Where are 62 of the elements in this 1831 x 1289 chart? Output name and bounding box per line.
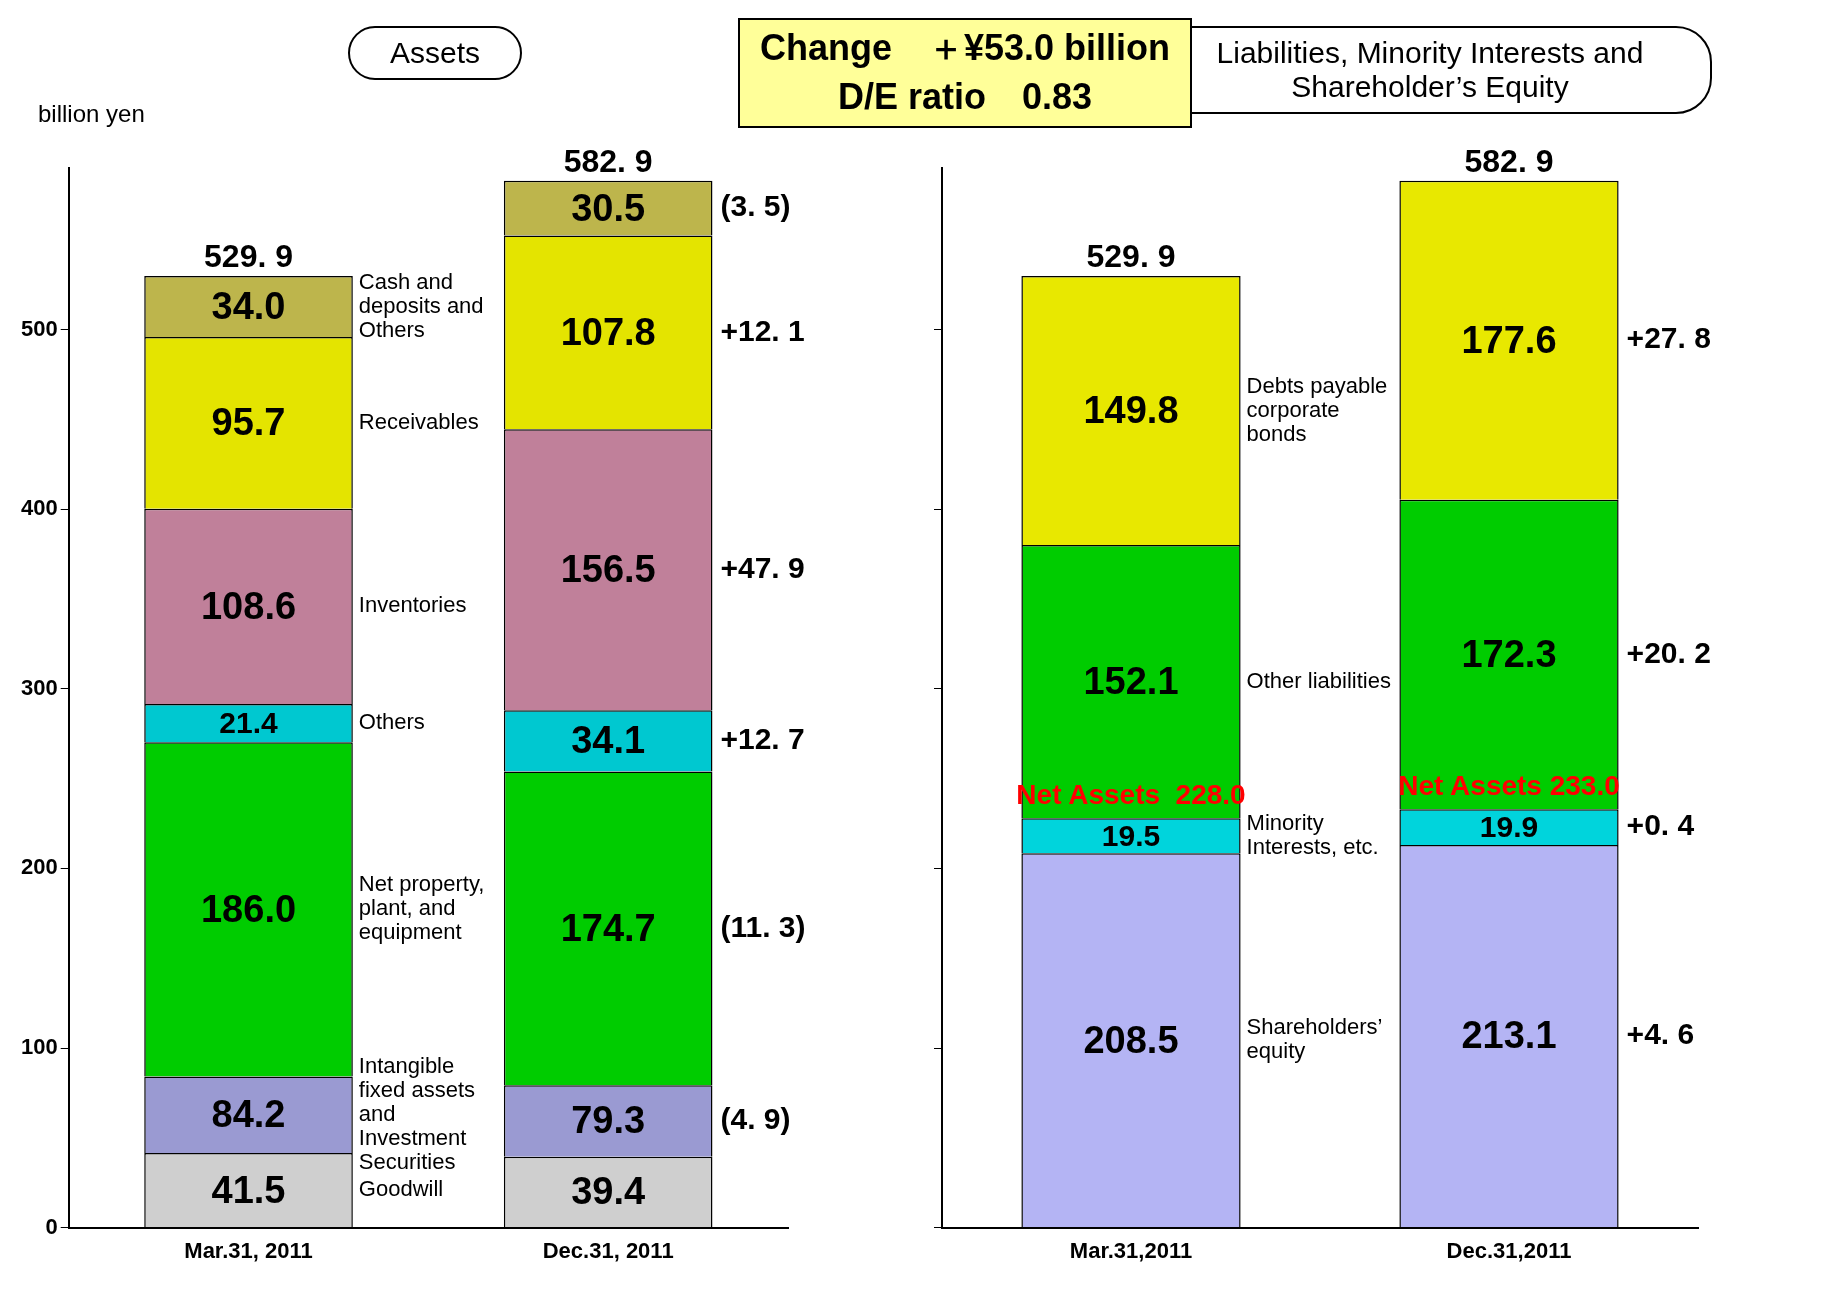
chart-title: Liabilities, Minority Interests and Shareholder’s Equity (1216, 36, 1644, 103)
data-label: 39.4 (571, 1170, 646, 1213)
y-tick-label: 400 (20, 495, 58, 521)
total-label: 529. 9 (1086, 237, 1176, 274)
data-label: 149.8 (1083, 388, 1179, 431)
data-label: 152.1 (1083, 660, 1179, 703)
data-label: 172.3 (1461, 632, 1557, 675)
x-tick-label: Mar.31,2011 (1069, 1237, 1193, 1263)
text: Change ＋¥53.0 billion (760, 26, 1171, 70)
series-label: Cash and deposits and Others (358, 268, 484, 342)
data-label: 174.7 (560, 906, 656, 949)
text: D/E ratio 0.83 (837, 75, 1094, 119)
annotation: +0. 4 (1626, 808, 1695, 842)
annotation: +12. 1 (720, 313, 805, 347)
y-tick-label: 100 (20, 1034, 58, 1060)
series-label: Other liabilities (1246, 667, 1391, 693)
series-label: Intangible fixed assets and Investment Securities (358, 1052, 475, 1174)
series-label: Goodwill (358, 1176, 444, 1202)
data-label: 19.5 (1101, 818, 1161, 852)
series-label: Net property, plant, and equipment (358, 871, 485, 945)
data-label: 95.7 (211, 401, 286, 444)
x-tick-label: Mar.31, 2011 (184, 1237, 313, 1263)
annotation: 84.2 (211, 1093, 286, 1136)
data-label: 34.0 (211, 284, 286, 327)
total-label: 529. 9 (204, 237, 294, 274)
data-label: 208.5 (1083, 1018, 1179, 1061)
y-tick-label: 500 (20, 315, 58, 341)
annotation: +47. 9 (720, 550, 805, 584)
data-label: 30.5 (571, 186, 646, 229)
series-label: Inventories (358, 592, 467, 618)
data-label: 41.5 (211, 1168, 286, 1211)
data-label: 156.5 (560, 548, 656, 591)
data-label: 34.1 (571, 719, 646, 762)
series-label: Receivables (358, 409, 479, 434)
total-label: 582. 9 (563, 142, 653, 179)
data-label: 19.9 (1479, 810, 1539, 844)
chart-title: Assets (348, 26, 523, 80)
y-tick-label: 0 (45, 1213, 58, 1239)
data-label: 213.1 (1461, 1014, 1557, 1057)
annotation: (3. 5) (720, 189, 791, 223)
series-label: Debts payable corporate bonds (1246, 372, 1388, 446)
series-label: Shareholders’ equity (1246, 1014, 1383, 1064)
y-axis-title: billion yen (38, 100, 145, 128)
data-label: 177.6 (1461, 318, 1557, 361)
data-label: 107.8 (560, 310, 656, 353)
data-label: 186.0 (200, 887, 297, 930)
data-label: 21.4 (219, 706, 279, 740)
x-tick-label: Dec.31,2011 (1446, 1237, 1572, 1263)
annotation: (11. 3) (720, 909, 806, 943)
annotation: +20. 2 (1626, 635, 1711, 669)
series-label: Minority Interests, etc. (1246, 809, 1379, 859)
annotation: +12. 7 (720, 722, 805, 756)
x-tick-label: Dec.31, 2011 (542, 1237, 674, 1263)
annotation: +4. 6 (1626, 1017, 1695, 1051)
annotation: +27. 8 (1626, 321, 1711, 355)
y-tick-label: 200 (20, 854, 58, 880)
total-label: 582. 9 (1464, 142, 1554, 179)
series-label: Others (358, 709, 425, 735)
data-label: 108.6 (200, 584, 297, 627)
y-tick-label: 300 (20, 674, 58, 700)
annotation: 79.3 (571, 1099, 646, 1142)
annotation: (4. 9) (720, 1102, 791, 1136)
